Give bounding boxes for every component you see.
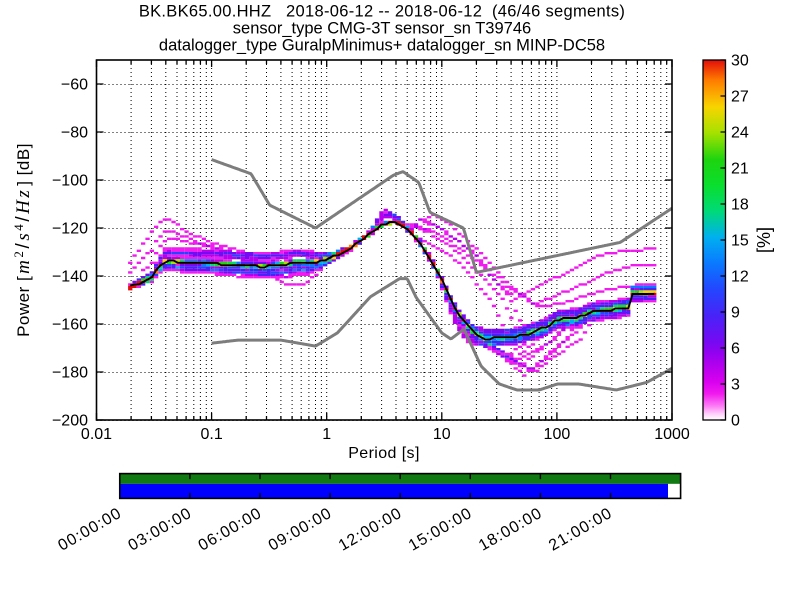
svg-text:27: 27 xyxy=(731,89,749,106)
svg-text:1000: 1000 xyxy=(654,426,690,443)
svg-text:21: 21 xyxy=(731,161,749,178)
svg-text:−140: −140 xyxy=(52,269,88,286)
svg-text:0.1: 0.1 xyxy=(200,426,222,443)
svg-text:0.01: 0.01 xyxy=(81,426,112,443)
svg-text:9: 9 xyxy=(731,305,740,322)
svg-text:Power [ m2 / s4 / Hz ] [dB]: Power [ m2 / s4 / Hz ] [dB] xyxy=(11,143,34,337)
svg-text:Period [s]: Period [s] xyxy=(348,445,420,462)
svg-text:18: 18 xyxy=(731,197,749,214)
svg-text:3: 3 xyxy=(731,377,740,394)
svg-text:[%]: [%] xyxy=(754,227,774,253)
svg-text:0: 0 xyxy=(731,413,740,430)
svg-text:30: 30 xyxy=(731,53,749,70)
svg-text:−60: −60 xyxy=(61,77,88,94)
svg-text:BK.BK65.00.HHZ 2018-06-12 --: BK.BK65.00.HHZ 2018-06-12 -- 2018-06-12 … xyxy=(139,3,625,21)
svg-text:100: 100 xyxy=(544,426,571,443)
svg-text:sensor_type CMG-3T sensor_sn T: sensor_type CMG-3T sensor_sn T39746 xyxy=(233,20,531,38)
svg-text:24: 24 xyxy=(731,125,749,142)
svg-text:−100: −100 xyxy=(52,173,88,190)
svg-text:15: 15 xyxy=(731,233,749,250)
svg-text:−80: −80 xyxy=(61,125,88,142)
svg-text:10: 10 xyxy=(433,426,451,443)
svg-text:−120: −120 xyxy=(52,221,88,238)
svg-text:−180: −180 xyxy=(52,365,88,382)
svg-text:datalogger_type GuralpMinimus+: datalogger_type GuralpMinimus+ datalogge… xyxy=(159,37,605,55)
svg-text:−200: −200 xyxy=(52,413,88,430)
svg-text:6: 6 xyxy=(731,341,740,358)
svg-text:−160: −160 xyxy=(52,317,88,334)
svg-text:1: 1 xyxy=(322,426,331,443)
svg-text:12: 12 xyxy=(731,269,749,286)
